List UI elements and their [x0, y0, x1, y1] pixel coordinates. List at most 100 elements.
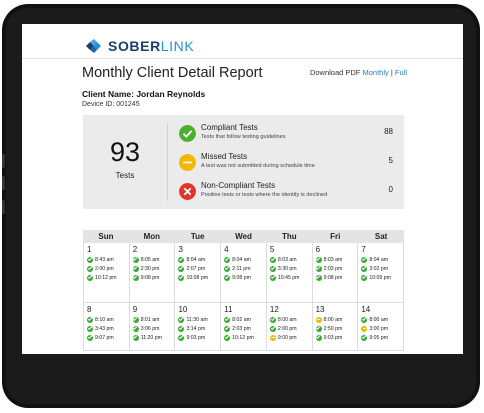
calendar-day-cell[interactable]: 3 8:04 am 2:07 pm 10:08 pm	[175, 243, 222, 302]
compliant-check-icon	[269, 316, 276, 323]
compliant-check-icon	[269, 256, 276, 263]
test-entry: 8:00 am	[269, 315, 312, 324]
test-time: 3:06 pm	[140, 325, 160, 332]
compliant-check-icon	[132, 334, 139, 341]
calendar-day-cell[interactable]: 9 8:01 am 3:06 pm 11:20 pm	[130, 303, 176, 350]
page-title: Monthly Client Detail Report	[82, 65, 263, 81]
test-entry: 8:01 am	[132, 315, 175, 324]
test-entry: 8:00 am	[315, 315, 358, 324]
day-header: Thu	[282, 232, 297, 241]
test-entry: 2:11 pm	[224, 264, 266, 273]
missed-test-icon	[315, 316, 322, 323]
test-time: 8:00 am	[323, 316, 343, 323]
test-time: 8:04 am	[186, 256, 206, 263]
test-time: 8:04 am	[369, 256, 389, 263]
test-entry: 8:04 am	[178, 255, 220, 264]
calendar-day-cell[interactable]: 11 8:02 am 2:03 pm 10:12 pm	[221, 303, 267, 350]
device-id: Device ID: 001245	[82, 101, 140, 108]
calendar-day-cell[interactable]: 14 8:00 am 3:00 pm 9:05 pm	[358, 303, 405, 350]
test-entry: 9:08 pm	[224, 273, 266, 282]
day-header: Fri	[330, 232, 341, 241]
report-screen: SOBERLINK Monthly Client Detail Report D…	[22, 24, 463, 354]
monthly-pdf-link[interactable]: Monthly	[362, 68, 389, 77]
test-entry: 8:03 am	[315, 255, 358, 264]
compliant-check-icon	[87, 334, 93, 341]
compliant-check-icon	[178, 274, 185, 281]
test-time: 9:08 pm	[323, 274, 343, 281]
compliant-check-icon	[224, 265, 231, 272]
side-button	[2, 200, 5, 214]
check-circle-icon	[179, 125, 196, 142]
compliant-check-icon	[315, 265, 322, 272]
test-entry: 2:50 pm	[315, 324, 358, 333]
compliant-check-icon	[315, 274, 322, 281]
summary-desc: Tests that follow testing guidelines	[201, 134, 286, 140]
test-time: 9:05 pm	[369, 334, 389, 341]
compliant-check-icon	[224, 325, 231, 332]
test-time: 8:03 am	[277, 256, 297, 263]
calendar-day-cell[interactable]: 13 8:00 am 2:50 pm 9:03 pm	[313, 303, 359, 350]
compliant-check-icon	[132, 265, 139, 272]
test-entry: 9:08 pm	[315, 273, 358, 282]
day-header: Wed	[235, 232, 252, 241]
test-entry: 8:05 am	[132, 255, 175, 264]
test-entry: 8:02 am	[224, 315, 266, 324]
compliant-check-icon	[315, 334, 322, 341]
test-time: 8:04 am	[232, 256, 251, 263]
day-number: 8	[87, 305, 92, 314]
test-entry: 10:12 pm	[224, 333, 266, 342]
test-entry: 10:12 pm	[87, 273, 129, 282]
test-time: 9:07 pm	[95, 334, 114, 341]
test-time: 3:02 pm	[369, 265, 389, 272]
calendar-day-cell[interactable]: 1 8:43 am 2:00 pm 10:12 pm	[83, 243, 130, 302]
summary-row-compliant: Compliant Tests Tests that follow testin…	[179, 123, 399, 149]
compliant-check-icon	[87, 325, 93, 332]
calendar-day-cell[interactable]: 7 8:04 am 3:02 pm 10:09 pm	[358, 243, 405, 302]
test-entry: 3:00 pm	[361, 324, 403, 333]
test-time: 10:12 pm	[95, 274, 117, 281]
test-entry: 11:30 am	[178, 315, 220, 324]
day-header: Sat	[374, 232, 388, 241]
compliant-check-icon	[132, 316, 139, 323]
calendar-day-cell[interactable]: 2 8:05 am 2:30 pm 9:08 pm	[130, 243, 176, 302]
day-number: 10	[178, 305, 188, 314]
day-number: 12	[269, 305, 279, 314]
calendar-day-cell[interactable]: 12 8:00 am 2:00 pm 9:00 pm	[267, 303, 313, 350]
calendar-day-cell[interactable]: 10 11:30 am 3:14 pm 9:03 pm	[175, 303, 222, 350]
test-time: 8:03 am	[323, 256, 343, 263]
summary-desc: Positive tests or tests where the identi…	[201, 192, 328, 198]
compliant-check-icon	[361, 256, 368, 263]
test-time: 9:08 pm	[232, 274, 251, 281]
test-time: 2:50 pm	[323, 325, 343, 332]
calendar-day-cell[interactable]: 4 8:04 am 2:11 pm 9:08 pm	[221, 243, 267, 302]
compliant-check-icon	[361, 334, 368, 341]
calendar-body: 1 8:43 am 2:00 pm 10:12 pm 2 8:05 am 2:30 pm 9:…	[83, 243, 405, 351]
test-time: 8:10 am	[95, 316, 114, 323]
calendar-day-cell[interactable]: 6 8:03 am 2:03 pm 9:08 pm	[313, 243, 359, 302]
test-time: 3:00 pm	[369, 325, 389, 332]
test-time: 9:08 pm	[140, 274, 160, 281]
full-pdf-link[interactable]: Full	[394, 68, 407, 77]
test-time: 8:01 am	[140, 316, 160, 323]
compliant-check-icon	[87, 274, 93, 281]
test-time: 8:02 am	[232, 316, 251, 323]
summary-title: Non-Compliant Tests	[201, 181, 276, 190]
day-number: 5	[269, 245, 275, 254]
side-button	[2, 176, 5, 190]
test-entry: 2:07 pm	[178, 264, 220, 273]
compliant-check-icon	[361, 274, 368, 281]
calendar-header: Sun Mon Tue Wed Thu Fri Sat	[83, 230, 404, 243]
test-time: 2:00 pm	[95, 265, 114, 272]
test-entry: 9:08 pm	[132, 273, 175, 282]
test-time: 9:00 pm	[277, 334, 297, 341]
calendar-week: 1 8:43 am 2:00 pm 10:12 pm 2 8:05 am 2:30 pm 9:…	[83, 243, 405, 303]
test-time: 9:03 pm	[186, 334, 206, 341]
compliant-check-icon	[178, 256, 185, 263]
total-tests-label: Tests	[115, 171, 135, 180]
test-entry: 2:30 pm	[132, 264, 175, 273]
calendar-day-cell[interactable]: 5 8:03 am 3:30 pm 10:45 pm	[267, 243, 313, 302]
compliant-check-icon	[132, 325, 139, 332]
test-entry: 8:04 am	[224, 255, 266, 264]
calendar-day-cell[interactable]: 8 8:10 am 3:43 pm 9:07 pm	[83, 303, 130, 350]
logo-text: SOBERLINK	[108, 38, 195, 54]
